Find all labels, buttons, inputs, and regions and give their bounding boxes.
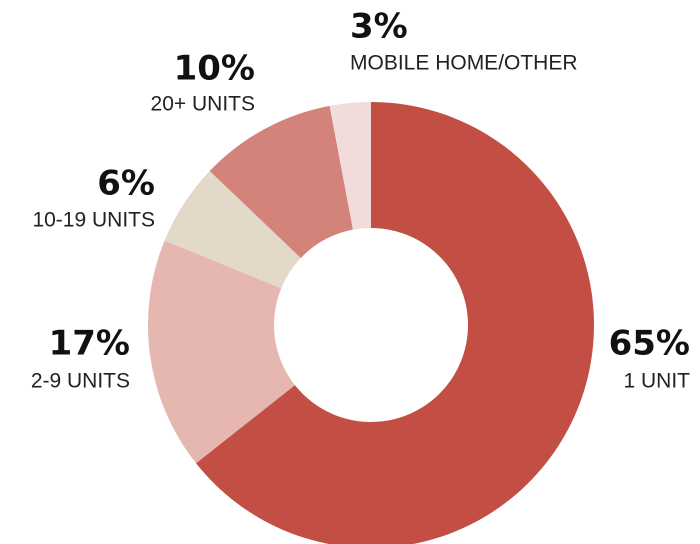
donut-slice [196,102,594,544]
donut-slice [209,105,354,259]
donut-slice [164,171,301,289]
value-label: 3% [350,7,408,47]
category-label: 10-19 UNITS [32,209,155,232]
category-label: 1 UNIT [623,370,690,393]
category-label: MOBILE HOME/OTHER [350,52,578,75]
category-label: 2-9 UNITS [31,370,130,393]
value-label: 6% [97,164,155,204]
category-label: 20+ UNITS [151,93,255,116]
value-label: 17% [49,324,130,364]
value-label: 65% [609,324,690,364]
donut-slice [329,102,371,230]
donut-slice [148,240,295,464]
value-label: 10% [174,49,255,89]
